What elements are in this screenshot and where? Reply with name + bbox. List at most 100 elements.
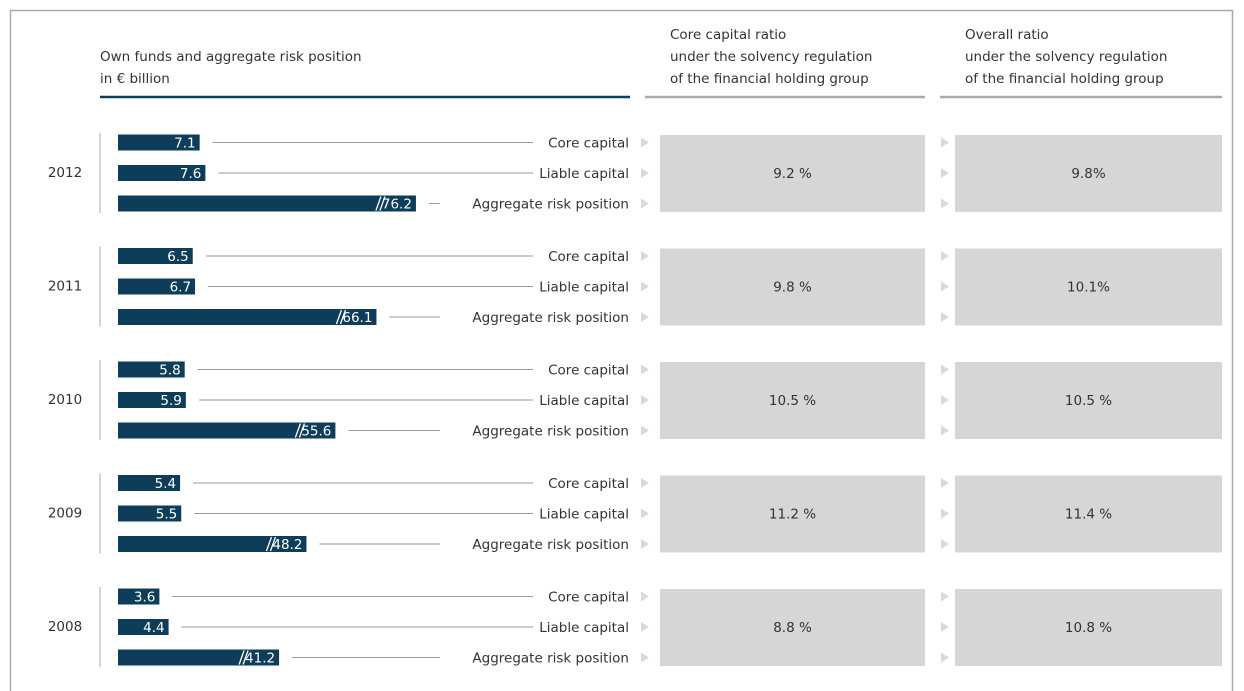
ratio-value: 10.5 % <box>769 393 816 409</box>
ratio-box <box>660 589 925 666</box>
bar <box>118 392 186 408</box>
bar <box>118 278 196 295</box>
bar <box>118 195 416 212</box>
row-label: Liable capital <box>539 280 629 296</box>
row-label: Aggregate risk position <box>472 537 629 553</box>
row-label: Core capital <box>548 363 629 379</box>
scale-break <box>238 650 249 665</box>
bar <box>118 248 193 264</box>
bar-value: 6.5 <box>167 249 188 265</box>
bar-value: 48.2 <box>272 537 302 553</box>
arrow <box>641 168 649 178</box>
row-label: Aggregate risk position <box>472 197 629 213</box>
bar <box>118 649 280 666</box>
bar-value: 55.6 <box>301 424 331 440</box>
arrow <box>641 395 649 405</box>
ratio-value: 10.5 % <box>1065 393 1112 409</box>
scale-break <box>294 423 306 438</box>
ratio-box <box>955 362 1222 439</box>
bar <box>118 309 377 325</box>
arrow <box>941 251 949 261</box>
ratio-box <box>660 135 925 212</box>
bar <box>118 588 160 605</box>
ratio-value: 10.8 % <box>1065 620 1112 636</box>
bar-value: 5.5 <box>156 507 177 523</box>
ratio-value: 10.1% <box>1067 280 1110 296</box>
year-label: 2008 <box>48 619 82 635</box>
arrow <box>641 622 649 632</box>
arrow <box>641 539 649 549</box>
arrow <box>941 622 949 632</box>
row-label: Aggregate risk position <box>472 310 629 326</box>
row-label: Core capital <box>548 476 629 492</box>
arrow <box>941 198 949 209</box>
arrow <box>641 137 649 148</box>
arrow <box>641 312 649 322</box>
header-text: Overall ratio <box>965 27 1049 43</box>
row-label: Liable capital <box>539 507 629 523</box>
arrow <box>941 364 949 375</box>
arrow <box>641 478 649 488</box>
arrow <box>941 478 949 488</box>
arrow <box>941 425 949 436</box>
arrow <box>941 591 949 602</box>
ratio-value: 9.8% <box>1071 166 1105 182</box>
arrow <box>941 137 949 148</box>
bar-value: 7.6 <box>180 166 201 182</box>
header-text: of the financial holding group <box>965 71 1164 87</box>
bar <box>118 422 336 439</box>
year-label: 2011 <box>48 279 82 295</box>
bar-value: 66.1 <box>342 310 372 326</box>
header-text: in € billion <box>100 71 170 87</box>
bar <box>118 619 169 635</box>
ratio-value: 9.2 % <box>773 166 812 182</box>
bar-value: 5.4 <box>155 476 176 492</box>
arrow <box>641 652 649 663</box>
ratio-value: 11.4 % <box>1065 507 1112 523</box>
ratio-value: 8.8 % <box>773 620 812 636</box>
bar-value: 76.2 <box>382 197 412 213</box>
bar <box>118 536 307 552</box>
arrow <box>641 591 649 602</box>
arrow <box>941 508 949 519</box>
arrow <box>641 251 649 261</box>
arrow <box>641 364 649 375</box>
ratio-box <box>955 589 1222 666</box>
row-label: Core capital <box>548 136 629 152</box>
row-label: Core capital <box>548 590 629 606</box>
bar <box>118 475 181 491</box>
row-label: Aggregate risk position <box>472 424 629 440</box>
year-label: 2009 <box>48 506 82 522</box>
header-text: Core capital ratio <box>670 27 786 43</box>
row-label: Liable capital <box>539 166 629 182</box>
bar-value: 41.2 <box>245 651 275 667</box>
bar-value: 5.9 <box>160 393 181 409</box>
arrow <box>941 539 949 549</box>
header-text: under the solvency regulation <box>965 49 1167 65</box>
arrow <box>941 652 949 663</box>
ratio-value: 9.8 % <box>773 280 812 296</box>
arrow <box>941 168 949 178</box>
scale-break <box>335 309 347 325</box>
arrow <box>641 508 649 519</box>
header-text: under the solvency regulation <box>670 49 872 65</box>
scale-break <box>265 536 277 552</box>
ratio-box <box>955 248 1222 326</box>
ratio-value: 11.2 % <box>769 507 816 523</box>
bar <box>118 361 185 378</box>
ratio-box <box>660 248 925 326</box>
frame <box>9 9 1234 691</box>
ratio-box <box>955 475 1222 553</box>
year-label: 2012 <box>48 165 82 181</box>
bar-value: 5.8 <box>159 363 180 379</box>
bar <box>118 165 206 181</box>
ratio-box <box>660 475 925 553</box>
bar-value: 7.1 <box>174 136 195 152</box>
header-text: Own funds and aggregate risk position <box>100 49 362 65</box>
ratio-box <box>660 362 925 439</box>
header-text: of the financial holding group <box>670 71 869 87</box>
bar-value: 3.6 <box>134 590 155 606</box>
arrow <box>641 281 649 292</box>
arrow <box>641 198 649 209</box>
